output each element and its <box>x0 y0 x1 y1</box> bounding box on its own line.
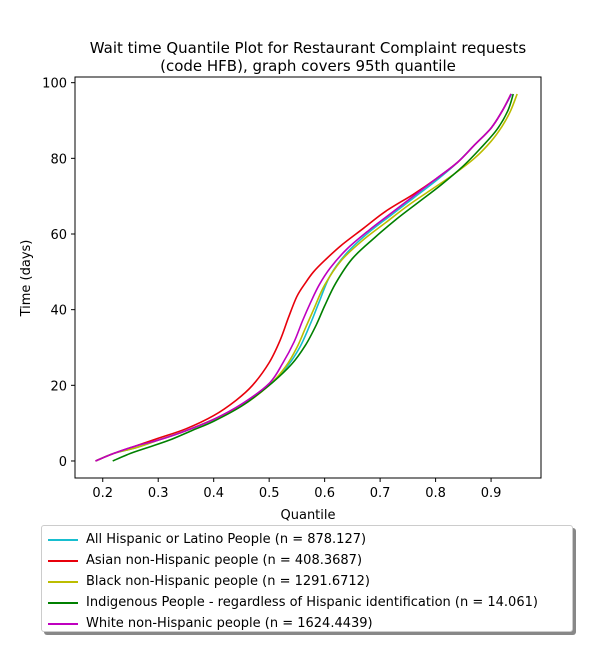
plot-frame <box>74 76 542 479</box>
chart-title-line-1: Wait time Quantile Plot for Restaurant C… <box>90 39 527 57</box>
legend-label: Asian non-Hispanic people (n = 408.3687) <box>86 553 363 568</box>
x-tick-label: 0.8 <box>425 486 446 501</box>
x-tick-label: 0.2 <box>92 486 113 501</box>
x-axis-label: Quantile <box>281 508 336 523</box>
x-tick-label: 0.6 <box>314 486 335 501</box>
quantile-chart: Wait time Quantile Plot for Restaurant C… <box>19 39 542 523</box>
legend: All Hispanic or Latino People (n = 878.1… <box>41 525 573 632</box>
series-line-4 <box>95 93 512 462</box>
series-line-2 <box>95 93 518 462</box>
y-axis-label: Time (days) <box>19 240 34 318</box>
plot-area: 0.2 0.3 0.4 0.5 0.6 0.7 0.8 0.9 0 20 40 60 80 100 <box>42 76 542 501</box>
y-tick-label: 80 <box>50 152 67 167</box>
y-tick-label: 60 <box>50 228 67 243</box>
series-line-3 <box>112 93 515 462</box>
series-line-1 <box>95 93 512 462</box>
x-tick-label: 0.4 <box>203 486 224 501</box>
y-tick-label: 100 <box>42 77 67 92</box>
legend-label: Black non-Hispanic people (n = 1291.6712… <box>86 574 370 589</box>
series-line-0 <box>95 93 513 462</box>
x-tick-label: 0.9 <box>481 486 502 501</box>
legend-entry: Asian non-Hispanic people (n = 408.3687) <box>46 550 572 571</box>
legend-swatch <box>48 538 78 541</box>
legend-entry: White non-Hispanic people (n = 1624.4439… <box>46 613 572 634</box>
y-tick-label: 20 <box>50 379 67 394</box>
x-tick-label: 0.3 <box>148 486 169 501</box>
legend-entry: Indigenous People - regardless of Hispan… <box>46 592 572 613</box>
legend-label: All Hispanic or Latino People (n = 878.1… <box>86 532 367 547</box>
x-tick-label: 0.7 <box>370 486 391 501</box>
x-tick-label: 0.5 <box>259 486 280 501</box>
y-tick-label: 40 <box>50 304 67 319</box>
legend-label: White non-Hispanic people (n = 1624.4439… <box>86 616 373 631</box>
legend-swatch <box>48 559 78 562</box>
legend-swatch <box>48 601 78 604</box>
legend-swatch <box>48 622 78 625</box>
legend-entry: Black non-Hispanic people (n = 1291.6712… <box>46 571 572 592</box>
legend-entry: All Hispanic or Latino People (n = 878.1… <box>46 529 572 550</box>
legend-swatch <box>48 580 78 583</box>
chart-title-line-2: (code HFB), graph covers 95th quantile <box>160 57 456 75</box>
legend-label: Indigenous People - regardless of Hispan… <box>86 595 538 610</box>
y-tick-label: 0 <box>59 455 67 470</box>
